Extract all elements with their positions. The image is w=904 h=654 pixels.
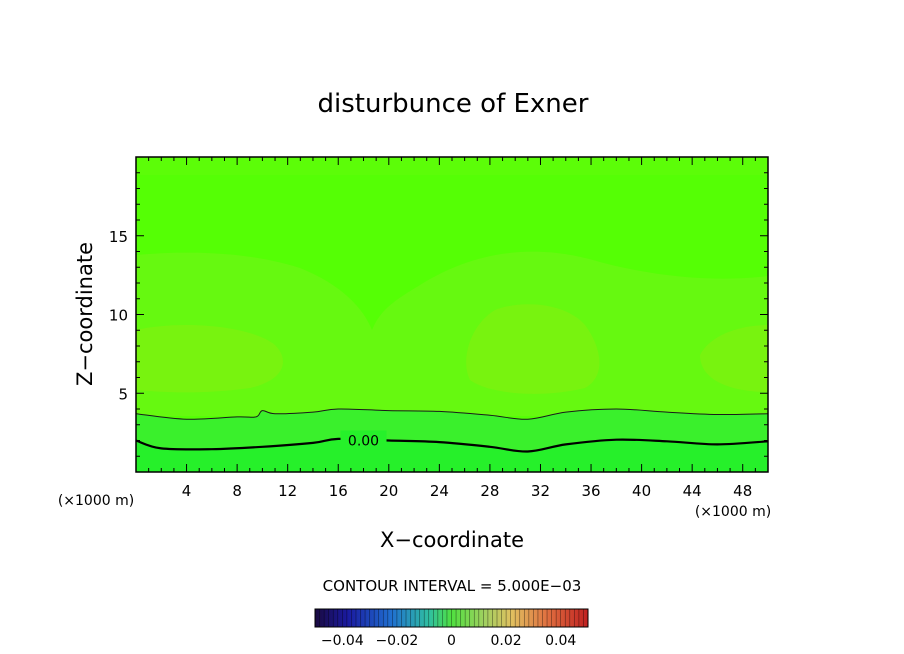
colorbar-stripes — [319, 609, 584, 627]
y-unit-label: (×1000 m) — [695, 504, 771, 520]
field-lobe-left — [136, 325, 283, 393]
contour-label-group: 0.00 — [340, 430, 387, 450]
colorbar-tick-label: −0.02 — [375, 633, 418, 649]
y-axis: 5 10 15 — [109, 172, 768, 457]
x-tick-label: 44 — [683, 482, 702, 500]
colorbar-tick-label: 0.04 — [545, 633, 576, 649]
x-axis-title: X−coordinate — [380, 528, 524, 552]
contour-line-0-00 — [136, 437, 768, 453]
x-tick-label: 36 — [581, 482, 600, 500]
x-tick-label: 16 — [329, 482, 348, 500]
colorbar-tick-label: 0.02 — [491, 633, 522, 649]
x-tick-label: 48 — [733, 482, 752, 500]
y-tick-label: 5 — [118, 385, 128, 403]
y-axis-title: Z−coordinate — [73, 242, 97, 386]
x-tick-label: 20 — [379, 482, 398, 500]
field-low-band — [136, 438, 768, 472]
x-unit-label: (×1000 m) — [58, 493, 134, 509]
y-tick-label: 15 — [109, 228, 128, 246]
colorbar-tick-label: −0.04 — [321, 633, 364, 649]
colorbar-tick-label: 0 — [447, 633, 456, 649]
contour-interval-text: CONTOUR INTERVAL = 5.000E−03 — [323, 577, 582, 595]
x-tick-label: 12 — [278, 482, 297, 500]
contour-line-0-005 — [136, 408, 768, 420]
field-lobe-right — [700, 325, 768, 392]
x-axis: 4 8 12 16 20 24 28 32 36 40 44 48 — [148, 157, 756, 500]
x-tick-label: 8 — [232, 482, 242, 500]
x-tick-label: 24 — [430, 482, 449, 500]
chart-title: disturbunce of Exner — [318, 89, 589, 119]
x-tick-label: 4 — [182, 482, 192, 500]
colorbar: −0.04 −0.02 0 0.02 0.04 — [314, 608, 589, 649]
y-tick-label: 10 — [109, 307, 128, 325]
field-upper-band — [136, 251, 768, 416]
x-tick-label: 40 — [632, 482, 651, 500]
plot-area — [136, 157, 768, 472]
field-top-band — [136, 157, 768, 175]
contour-label-background — [340, 430, 387, 449]
contour-label: 0.00 — [348, 434, 379, 450]
contour-lines — [136, 408, 768, 453]
field-lobe-center — [466, 304, 600, 394]
x-tick-label: 32 — [531, 482, 550, 500]
x-tick-label: 28 — [480, 482, 499, 500]
colorbar-ticks: −0.04 −0.02 0 0.02 0.04 — [321, 633, 577, 649]
